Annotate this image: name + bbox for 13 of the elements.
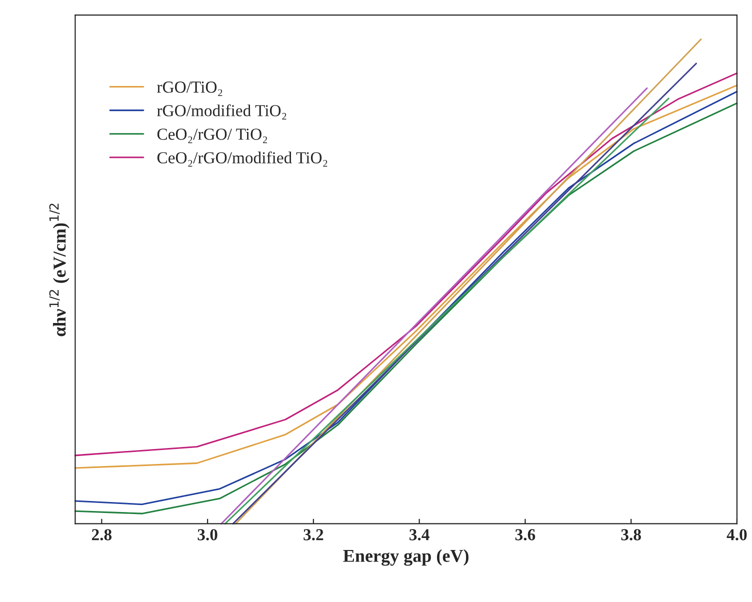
x-tick-label: 2.8 (92, 529, 112, 540)
legend-label: CeO₂/rGO/ TiO₂ (157, 128, 268, 144)
x-tick-label: 3.4 (410, 529, 430, 540)
x-tick-label: 3.0 (198, 529, 218, 540)
x-tick-label: 3.2 (304, 529, 324, 540)
x-tick-label: 3.8 (621, 529, 641, 540)
y-axis-title: αhν$^{1/2}$ (eV/cm)$^{1/2}$ (49, 204, 70, 336)
legend-label: rGO/TiO₂ (157, 82, 222, 96)
x-axis-title: Energy gap (eV) (343, 549, 468, 566)
x-tick-label: 3.6 (515, 529, 536, 540)
legend-label: rGO/modified TiO₂ (157, 104, 286, 120)
x-tick-label: 4.0 (726, 529, 747, 540)
legend-label: CeO₂/rGO/modified TiO₂ (157, 152, 328, 167)
